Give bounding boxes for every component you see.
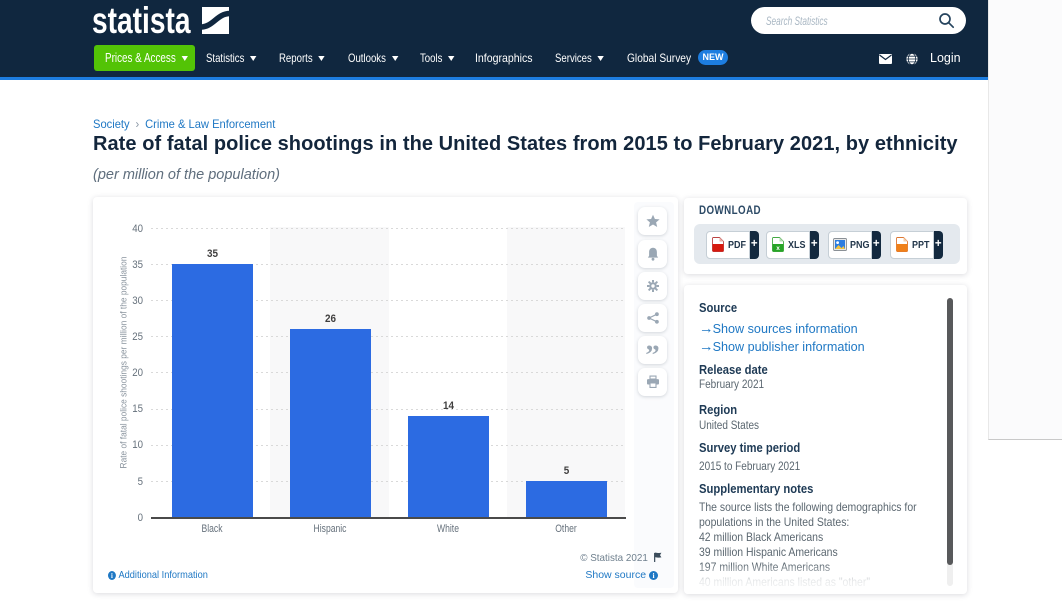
svg-text:x: x <box>776 245 780 252</box>
